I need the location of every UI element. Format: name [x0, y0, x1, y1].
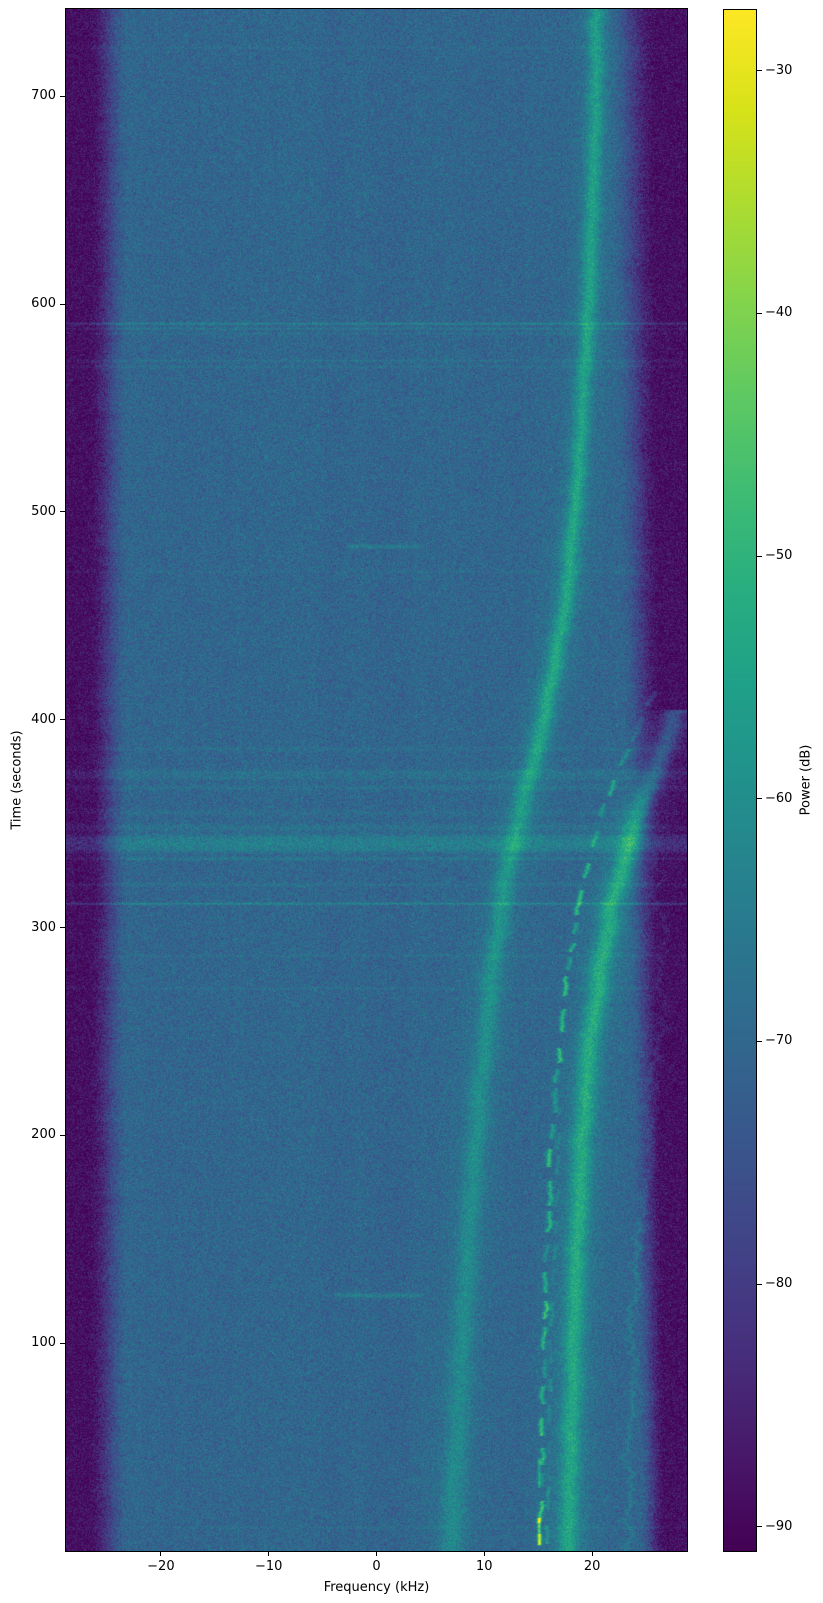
colorbar-tick-label: −40	[765, 305, 793, 321]
y-tick-mark	[60, 1134, 65, 1136]
x-tick-mark	[268, 1551, 270, 1556]
y-tick-label: 400	[31, 711, 56, 727]
y-tick-mark	[60, 303, 65, 305]
x-tick-mark	[483, 1551, 485, 1556]
colorbar-tick-mark	[757, 1526, 762, 1528]
y-tick-label: 200	[31, 1127, 56, 1143]
colorbar-label: Power (dB)	[798, 744, 814, 816]
x-tick-label: −10	[254, 1559, 283, 1574]
y-tick-label: 500	[31, 503, 56, 519]
y-tick-label: 600	[31, 296, 56, 312]
y-tick-mark	[60, 1342, 65, 1344]
colorbar-tick-mark	[757, 1040, 762, 1042]
colorbar-tick-mark	[757, 798, 762, 800]
colorbar-canvas	[724, 10, 756, 1551]
colorbar-tick-label: −90	[765, 1518, 793, 1534]
x-tick-label: 10	[476, 1559, 493, 1574]
y-tick-mark	[60, 927, 65, 929]
colorbar-tick-label: −70	[765, 1033, 793, 1049]
y-tick-label: 300	[31, 919, 56, 935]
colorbar-tick-label: −50	[765, 548, 793, 564]
x-tick-mark	[160, 1551, 162, 1556]
colorbar-tick-label: −60	[765, 790, 793, 806]
colorbar-tick-label: −80	[765, 1276, 793, 1292]
y-tick-label: 100	[31, 1335, 56, 1351]
y-tick-mark	[60, 719, 65, 721]
plot-area	[65, 8, 688, 1552]
spectrogram-canvas	[66, 9, 687, 1551]
colorbar	[723, 9, 757, 1552]
y-tick-mark	[60, 95, 65, 97]
x-tick-label: 20	[583, 1559, 601, 1574]
x-tick-mark	[591, 1551, 593, 1556]
colorbar-tick-mark	[757, 555, 762, 557]
x-axis-label: Frequency (kHz)	[323, 1580, 430, 1595]
colorbar-tick-mark	[757, 70, 762, 72]
y-axis-label: Time (seconds)	[9, 730, 25, 830]
colorbar-tick-mark	[757, 312, 762, 314]
y-tick-label: 700	[31, 88, 56, 104]
x-tick-label: −20	[147, 1559, 175, 1574]
colorbar-tick-label: −30	[765, 62, 793, 78]
x-tick-mark	[376, 1551, 377, 1556]
y-tick-mark	[60, 511, 65, 513]
x-tick-label: 0	[372, 1559, 381, 1574]
colorbar-tick-mark	[757, 1283, 762, 1285]
